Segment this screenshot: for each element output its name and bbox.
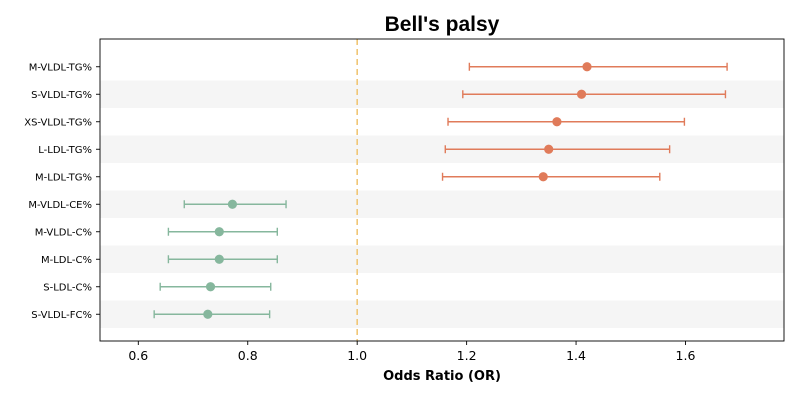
row-band [100,135,784,163]
y-tick-label: M-VLDL-CE% [28,200,92,211]
y-axis: M-VLDL-TG% S-VLDL-TG% XS-VLDL-TG% L-LDL-TG%… [24,62,100,321]
or-point [544,144,554,154]
or-point [227,199,238,209]
data-marks [153,62,728,319]
y-tick-label: M-VLDL-TG% [29,62,92,73]
y-tick-label: S-LDL-C% [43,282,92,293]
or-point [205,282,216,292]
or-point [214,227,224,237]
or-point [582,62,592,72]
plot-frame [99,38,785,342]
x-axis-label: Odds Ratio (OR) [383,369,501,384]
x-tick-label: 0.6 [128,348,148,363]
x-axis: 0.6 0.8 1.0 1.2 1.4 1.6 [128,341,695,363]
x-tick-label: 1.0 [347,348,367,363]
y-tick-label: M-VLDL-C% [35,227,92,238]
or-point [552,117,562,127]
y-tick-label: M-LDL-C% [41,255,92,266]
or-point [214,254,224,264]
or-point [538,172,548,182]
chart-title: Bell's palsy [385,13,500,36]
y-tick-label: L-LDL-TG% [38,145,92,156]
x-tick-label: 0.8 [238,348,258,363]
or-point [576,89,587,99]
y-tick-label: M-LDL-TG% [35,172,92,183]
y-tick-label: S-VLDL-FC% [31,310,92,321]
x-tick-label: 1.4 [566,348,586,363]
y-tick-label: S-VLDL-TG% [31,90,92,101]
y-tick-label: XS-VLDL-TG% [24,117,92,128]
x-tick-label: 1.6 [676,348,696,363]
x-tick-label: 1.2 [457,348,477,363]
or-point [203,309,213,319]
